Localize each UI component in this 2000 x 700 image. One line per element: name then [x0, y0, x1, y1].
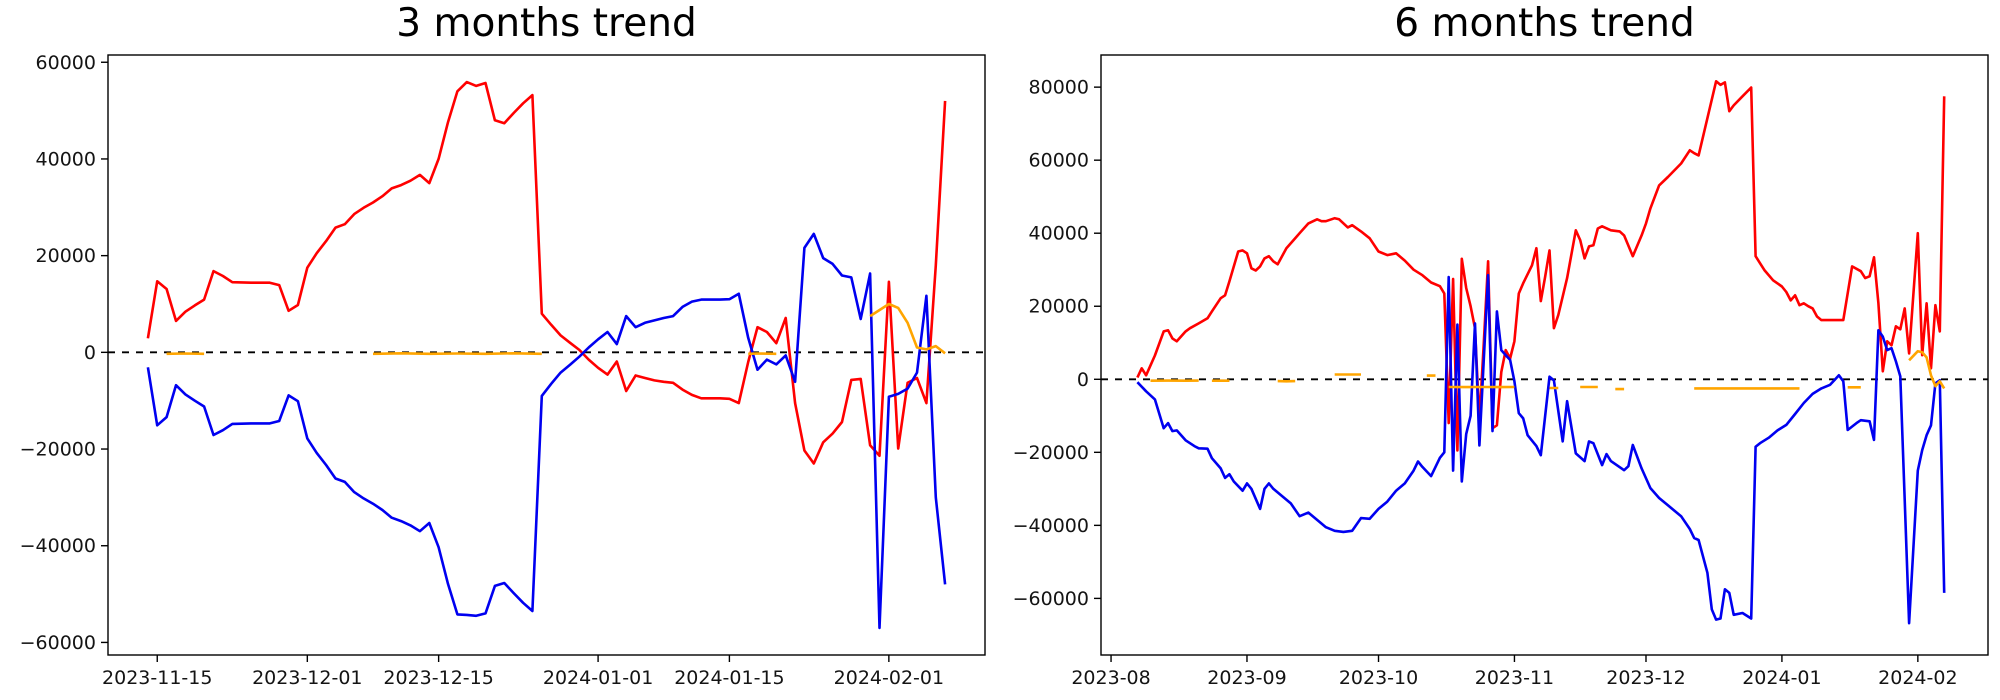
y-tick-label: 40000: [36, 148, 96, 170]
blue-series-line: [1136, 273, 1946, 625]
y-tick-label: 0: [84, 342, 96, 364]
x-tick-label: 2023-12-15: [383, 667, 493, 689]
x-tick-label: 2023-10: [1339, 667, 1418, 689]
y-tick-label: 0: [1077, 369, 1089, 391]
red-series-line: [146, 80, 947, 465]
x-tick-label: 2024-01-01: [543, 667, 653, 689]
x-tick-label: 2023-11: [1475, 667, 1554, 689]
y-tick-label: 20000: [1029, 296, 1089, 318]
series-layer: [146, 80, 947, 630]
plot-3-months-trend: 60000 40000 20000 0 −20000 −40000 −60000 2023-1…: [20, 52, 986, 689]
series-layer: [1136, 80, 1946, 625]
y-tick-label: 40000: [1029, 223, 1089, 245]
red-series-line: [1136, 80, 1946, 452]
y-tick-label: −60000: [1013, 588, 1089, 610]
y-tick-label: −60000: [20, 632, 96, 654]
y-tick-label: 60000: [36, 52, 96, 74]
plot-frame: [1100, 54, 1989, 656]
y-tick-label: 60000: [1029, 150, 1089, 172]
x-tick-label: 2024-02-01: [834, 667, 944, 689]
x-tick-label: 2023-11-15: [102, 667, 212, 689]
x-tick-label: 2024-01: [1742, 667, 1821, 689]
orange-series-line: [1150, 349, 1946, 391]
y-tick-label: −40000: [1013, 515, 1089, 537]
chart-title-6-months: 6 months trend: [1394, 1, 1695, 46]
y-tick-label: −40000: [20, 535, 96, 557]
plot-6-months-trend: 80000 60000 40000 20000 0 −20000 −40000 −60000 2…: [1013, 54, 1989, 689]
blue-series-line: [146, 232, 947, 630]
y-tick-label: 80000: [1029, 77, 1089, 99]
orange-series-line: [166, 302, 946, 356]
x-tick-label: 2023-09: [1207, 667, 1286, 689]
chart-title-3-months: 3 months trend: [396, 1, 697, 46]
y-tick-label: −20000: [20, 439, 96, 461]
x-tick-label: 2024-01-15: [674, 667, 784, 689]
x-tick-label: 2023-08: [1071, 667, 1150, 689]
x-tick-label: 2024-02: [1878, 667, 1957, 689]
plot-frame: [107, 54, 986, 656]
y-tick-label: 20000: [36, 245, 96, 267]
x-tick-label: 2023-12-01: [252, 667, 362, 689]
x-tick-label: 2023-12: [1606, 667, 1685, 689]
y-tick-label: −20000: [1013, 442, 1089, 464]
